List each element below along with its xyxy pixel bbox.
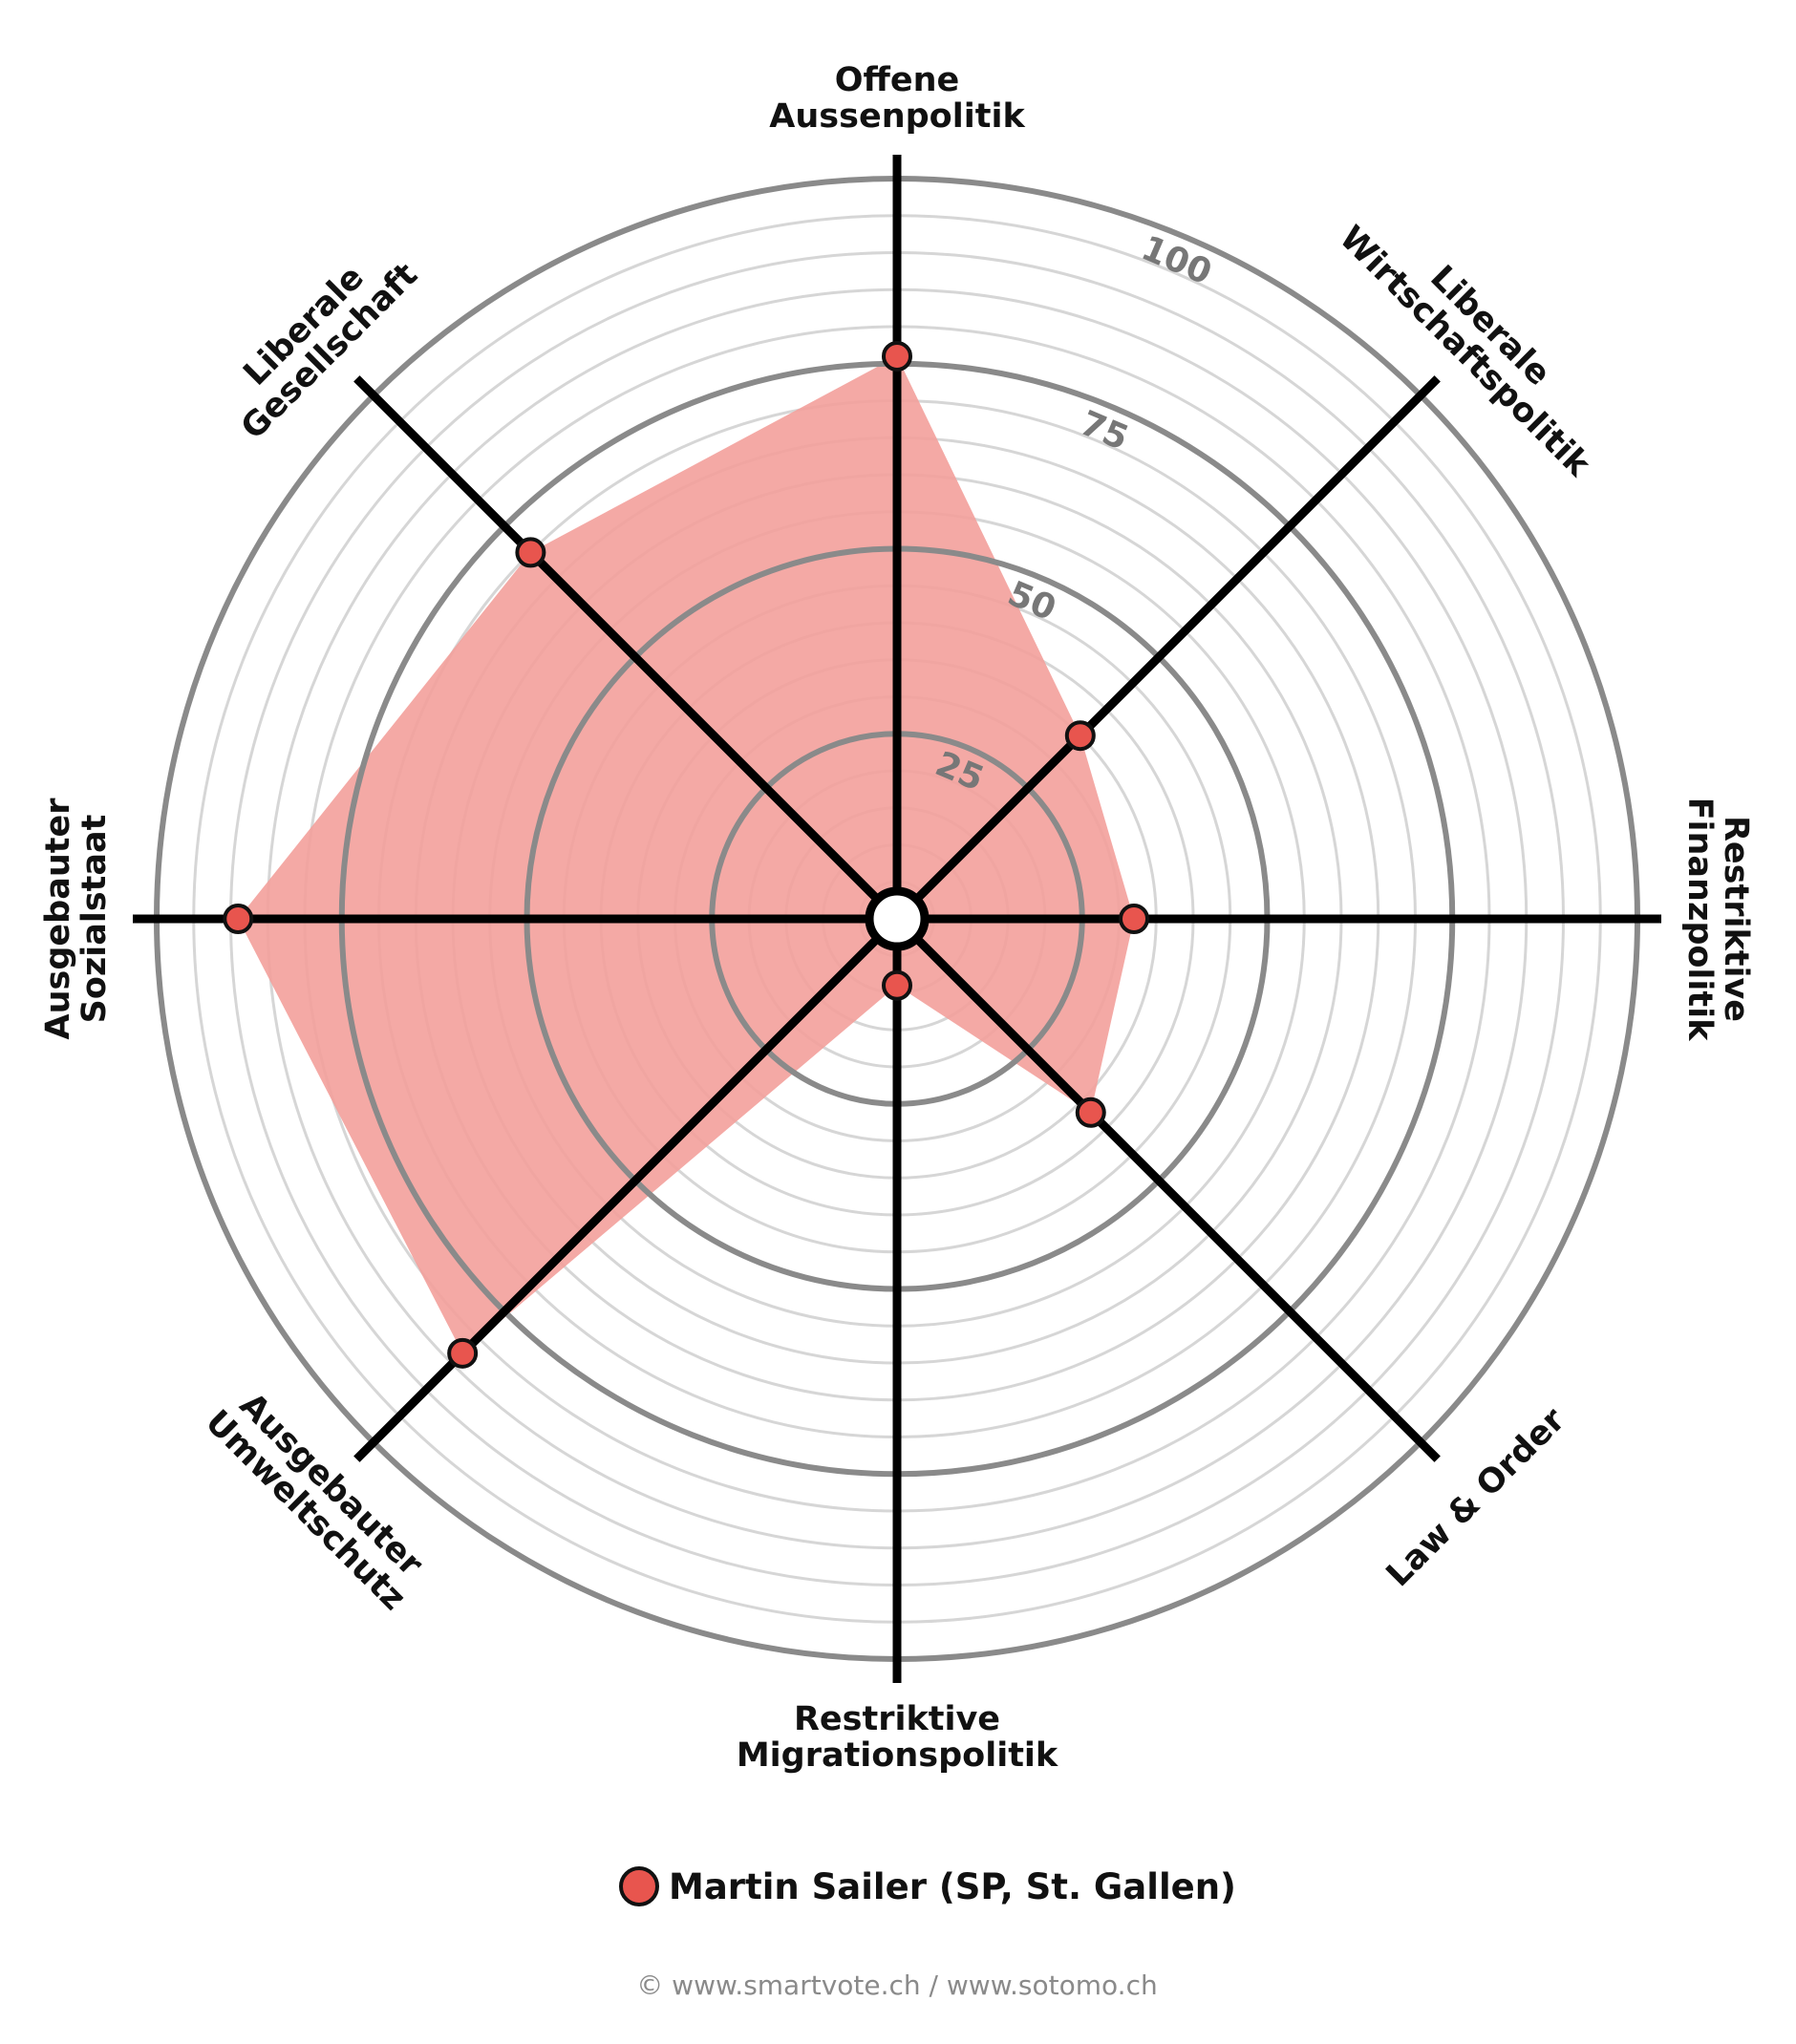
data-point-6 [223, 904, 254, 934]
axis-lines [133, 155, 1661, 1683]
axis-line-1 [914, 375, 1441, 902]
axis-label-line: Restriktive [1717, 816, 1755, 1022]
axis-label-line: Offene [835, 61, 960, 99]
legend: Martin Sailer (SP, St. Gallen) [619, 1866, 1236, 1907]
center-hub [865, 886, 930, 951]
axis-label-line: Finanzpolitik [1680, 798, 1719, 1042]
axis-label-line: Restriktive [794, 1700, 1000, 1738]
data-point-1 [1064, 720, 1096, 752]
data-point-2 [1119, 904, 1149, 934]
legend-series-label: Martin Sailer (SP, St. Gallen) [669, 1866, 1236, 1907]
axis-label-line: Ausgebauter [39, 798, 77, 1040]
axis-label-line: Migrationspolitik [737, 1736, 1058, 1775]
copyright-credit: © www.smartvote.ch / www.sotomo.ch [636, 1969, 1157, 2001]
axis-label-line: Sozialstaat [75, 815, 114, 1024]
axis-line-3 [914, 936, 1441, 1462]
ring-label-100: 100 [1136, 228, 1217, 292]
data-point-5 [447, 1337, 479, 1369]
axis-label-line: Aussenpolitik [769, 97, 1025, 136]
data-point-3 [1075, 1097, 1106, 1128]
data-point-0 [882, 341, 912, 372]
series-area-layer [238, 356, 1134, 1353]
legend-swatch-marker [619, 1866, 659, 1906]
series-area [238, 356, 1134, 1353]
data-points [223, 341, 1149, 1369]
axis-line-5 [353, 936, 880, 1462]
axis-line-7 [353, 375, 880, 902]
center-circle [865, 886, 930, 951]
data-point-4 [882, 969, 912, 1001]
data-point-7 [515, 537, 546, 568]
